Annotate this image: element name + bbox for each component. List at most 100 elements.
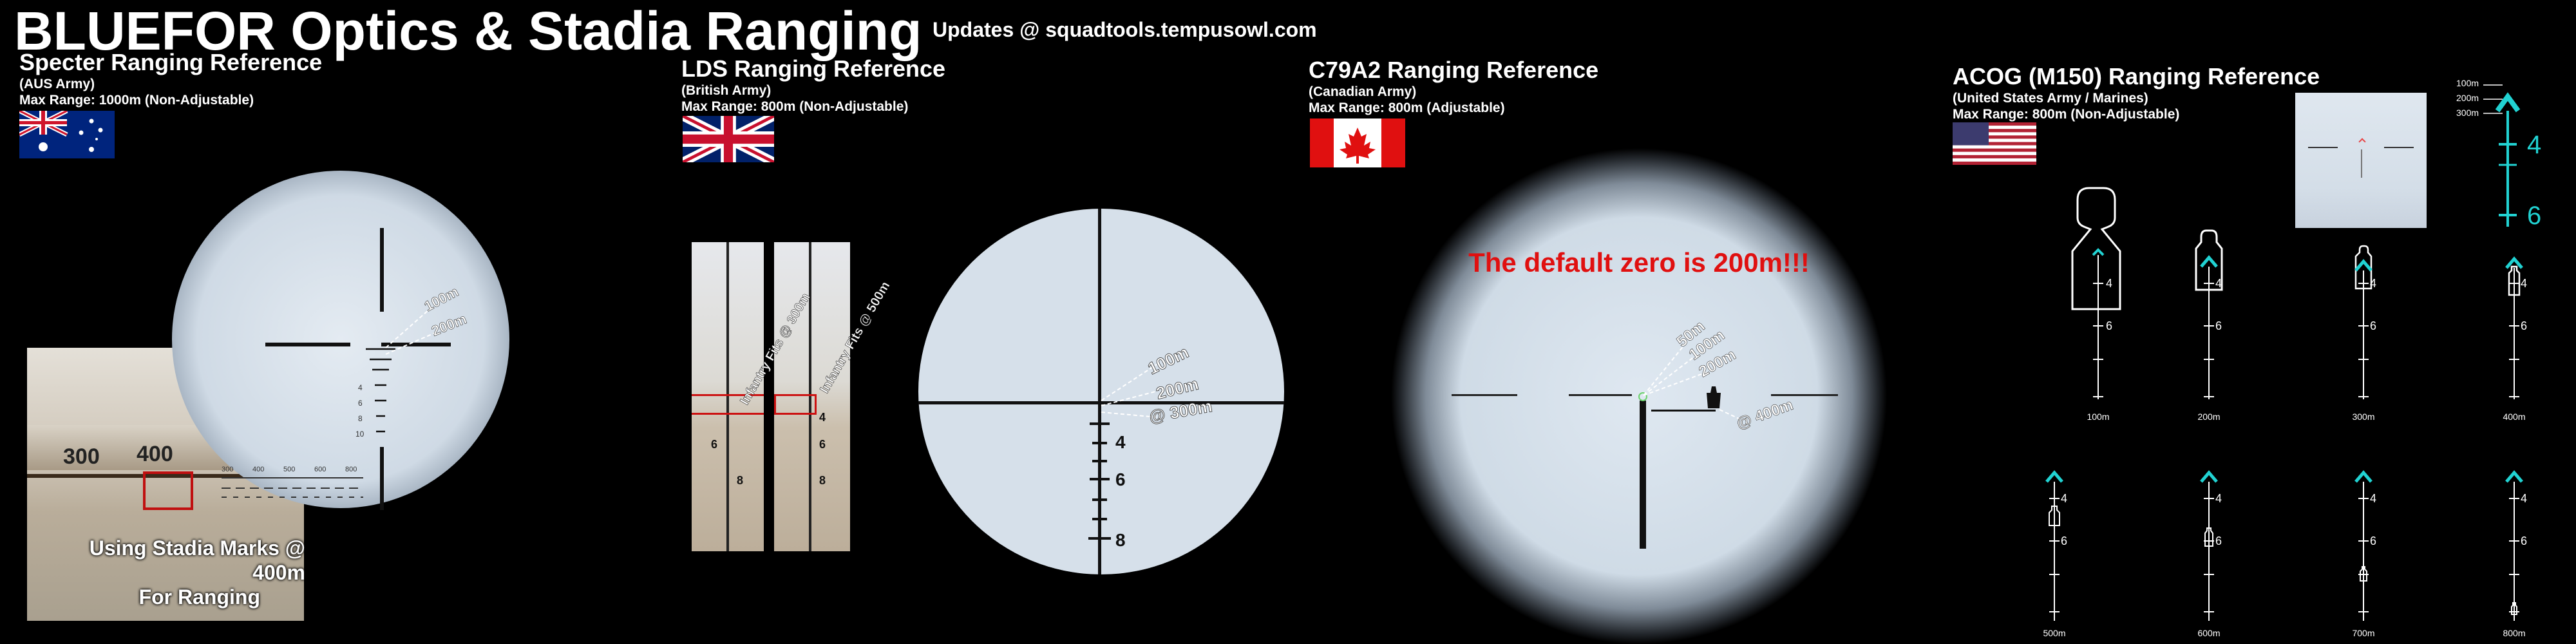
- inset-scale-400: 400: [137, 442, 173, 466]
- acog-legend: 100m 200m 300m 4 6: [2456, 78, 2541, 230]
- acog-panel-600m: 4 6 600m: [2197, 470, 2222, 638]
- acog-legend-chevron-icon: [2495, 92, 2521, 113]
- acog-panel-500m: 4 6 500m: [2043, 470, 2067, 638]
- acog-panel-600m-label: 600m: [2197, 628, 2220, 638]
- inset-ground-line: [27, 474, 304, 478]
- acog-preview-chevron-icon: [2358, 138, 2366, 146]
- acog-panel-400m-6: 6: [2521, 319, 2527, 332]
- specter-scale-tick-600: 600: [314, 466, 326, 473]
- specter-section-header: Specter Ranging Reference (AUS Army) Max…: [19, 49, 322, 108]
- acog-panel-200m: 4 6 200m: [2195, 229, 2223, 422]
- acog-army: (United States Army / Marines): [1953, 91, 2148, 106]
- acog-panel-800m-4: 4: [2521, 492, 2527, 505]
- lds-vertical-line: [1098, 209, 1101, 574]
- acog-panel-800m-label: 800m: [2503, 628, 2525, 638]
- lds-strip-left-box: [692, 394, 764, 415]
- specter-army: (AUS Army): [19, 77, 95, 91]
- c79-center-dot: [1638, 392, 1647, 401]
- acog-panel-100m-label: 100m: [2087, 412, 2109, 422]
- lds-num-6: 6: [1115, 469, 1126, 489]
- inset-scale-300: 300: [63, 444, 100, 469]
- acog-panel-200m-6: 6: [2215, 319, 2222, 332]
- acog-panel-500m-6: 6: [2061, 535, 2067, 547]
- specter-num-10: 10: [355, 430, 365, 439]
- lds-scope-view: 4 6 8 100m 200m @ 300m: [918, 209, 1284, 574]
- specter-caption-line1: Using Stadia Marks @ 400m: [89, 536, 305, 584]
- acog-panel-200m-label: 200m: [2197, 412, 2220, 422]
- specter-scale-tick-400: 400: [252, 466, 264, 473]
- acog-legend-6: 6: [2527, 202, 2541, 230]
- lds-num-4: 4: [1115, 432, 1126, 452]
- acog-panel-100m-4: 4: [2106, 277, 2112, 290]
- lds-army: (British Army): [681, 83, 772, 98]
- lds-fit-500: Infantry Fits @ 500m: [817, 279, 893, 396]
- acog-panel-700m: 4 6 700m: [2352, 470, 2376, 638]
- c79-post: [1640, 401, 1646, 549]
- acog-panel-200m-4: 4: [2215, 277, 2222, 290]
- acog-section-header: ACOG (M150) Ranging Reference (United St…: [1953, 63, 2320, 122]
- acog-legend-4: 4: [2527, 131, 2541, 159]
- acog-preview: [2295, 93, 2427, 228]
- canada-flag-icon: [1310, 118, 1405, 167]
- specter-caption: Using Stadia Marks @ 400m For Ranging: [35, 536, 305, 609]
- specter-num-6: 6: [358, 399, 363, 408]
- lds-strip-right-num-8: 8: [819, 474, 826, 487]
- specter-post-bottom: [380, 447, 384, 510]
- lds-strip-right-box: [774, 394, 817, 415]
- australia-flag-icon: [19, 111, 115, 158]
- c79-range-bar: [1651, 410, 1716, 412]
- lds-num-8: 8: [1115, 530, 1126, 550]
- specter-caption-line2: For Ranging: [138, 585, 260, 609]
- acog-panel-300m: 4 6 300m: [2352, 245, 2376, 422]
- lds-strip-left-num-6: 6: [711, 438, 718, 451]
- lds-strip-left: 6 8: [692, 242, 764, 551]
- acog-preview-right-line: [2384, 147, 2414, 148]
- acog-panel-400m: 4 6 400m: [2503, 256, 2527, 422]
- lds-strip-right-line: [809, 242, 811, 551]
- acog-panel-300m-4: 4: [2370, 277, 2376, 290]
- acog-panel-600m-4: 4: [2215, 492, 2222, 505]
- acog-legend-300m: 300m: [2456, 108, 2479, 118]
- updates-link[interactable]: Updates @ squadtools.tempusowl.com: [933, 18, 1317, 41]
- lds-strip-left-num-8: 8: [737, 474, 744, 487]
- uk-flag-icon: [683, 116, 774, 162]
- specter-scale-tick-300: 300: [222, 466, 233, 473]
- specter-title: Specter Ranging Reference: [19, 49, 323, 75]
- c79-scope-view: The default zero is 200m!!! 50m 100m 200…: [1391, 148, 1887, 644]
- acog-panel-800m-6: 6: [2521, 535, 2527, 547]
- acog-panel-700m-label: 700m: [2352, 628, 2374, 638]
- c79-section-header: C79A2 Ranging Reference (Canadian Army) …: [1309, 57, 1598, 116]
- specter-scope-view: 100m 200m 4 6 8 10 300 400 500 600 800: [172, 171, 509, 510]
- usa-flag-icon: [1953, 122, 2036, 165]
- c79-right-line: [1771, 394, 1838, 396]
- acog-preview-stem: [2361, 149, 2362, 178]
- page-title: BLUEFOR Optics & Stadia Ranging: [14, 1, 922, 61]
- specter-post-right: [381, 343, 451, 346]
- acog-panel-500m-label: 500m: [2043, 628, 2065, 638]
- acog-panel-700m-4: 4: [2370, 492, 2376, 505]
- acog-panel-400m-4: 4: [2521, 277, 2527, 290]
- c79-title: C79A2 Ranging Reference: [1309, 57, 1599, 83]
- specter-num-8: 8: [358, 414, 363, 423]
- acog-legend-100m: 100m: [2456, 78, 2479, 88]
- c79-max-range: Max Range: 800m (Adjustable): [1309, 100, 1505, 115]
- acog-max-range: Max Range: 800m (Non-Adjustable): [1953, 107, 2180, 122]
- acog-panel-800m: 4 6 800m: [2503, 470, 2527, 638]
- lds-section-header: LDS Ranging Reference (British Army) Max…: [681, 55, 945, 115]
- specter-max-range: Max Range: 1000m (Non-Adjustable): [19, 93, 254, 108]
- lds-strip-right-num-6: 6: [819, 438, 826, 451]
- inset-stadia-box: [143, 471, 193, 510]
- acog-title: ACOG (M150) Ranging Reference: [1953, 63, 2320, 90]
- specter-glass: [172, 171, 509, 508]
- specter-num-4: 4: [358, 383, 363, 392]
- acog-panel-100m: 4 6 100m: [2071, 187, 2121, 422]
- acog-preview-left-line: [2308, 147, 2338, 148]
- acog-panel-700m-6: 6: [2370, 535, 2376, 547]
- specter-post-top: [380, 228, 384, 312]
- c79-left-line: [1452, 394, 1517, 396]
- c79-target-silhouette: [1707, 386, 1721, 408]
- lds-max-range: Max Range: 800m (Non-Adjustable): [681, 99, 909, 114]
- lds-fit-300: Infantry Fits @ 300m: [737, 291, 813, 408]
- acog-panel-500m-4: 4: [2061, 492, 2067, 505]
- specter-post-left: [265, 343, 350, 346]
